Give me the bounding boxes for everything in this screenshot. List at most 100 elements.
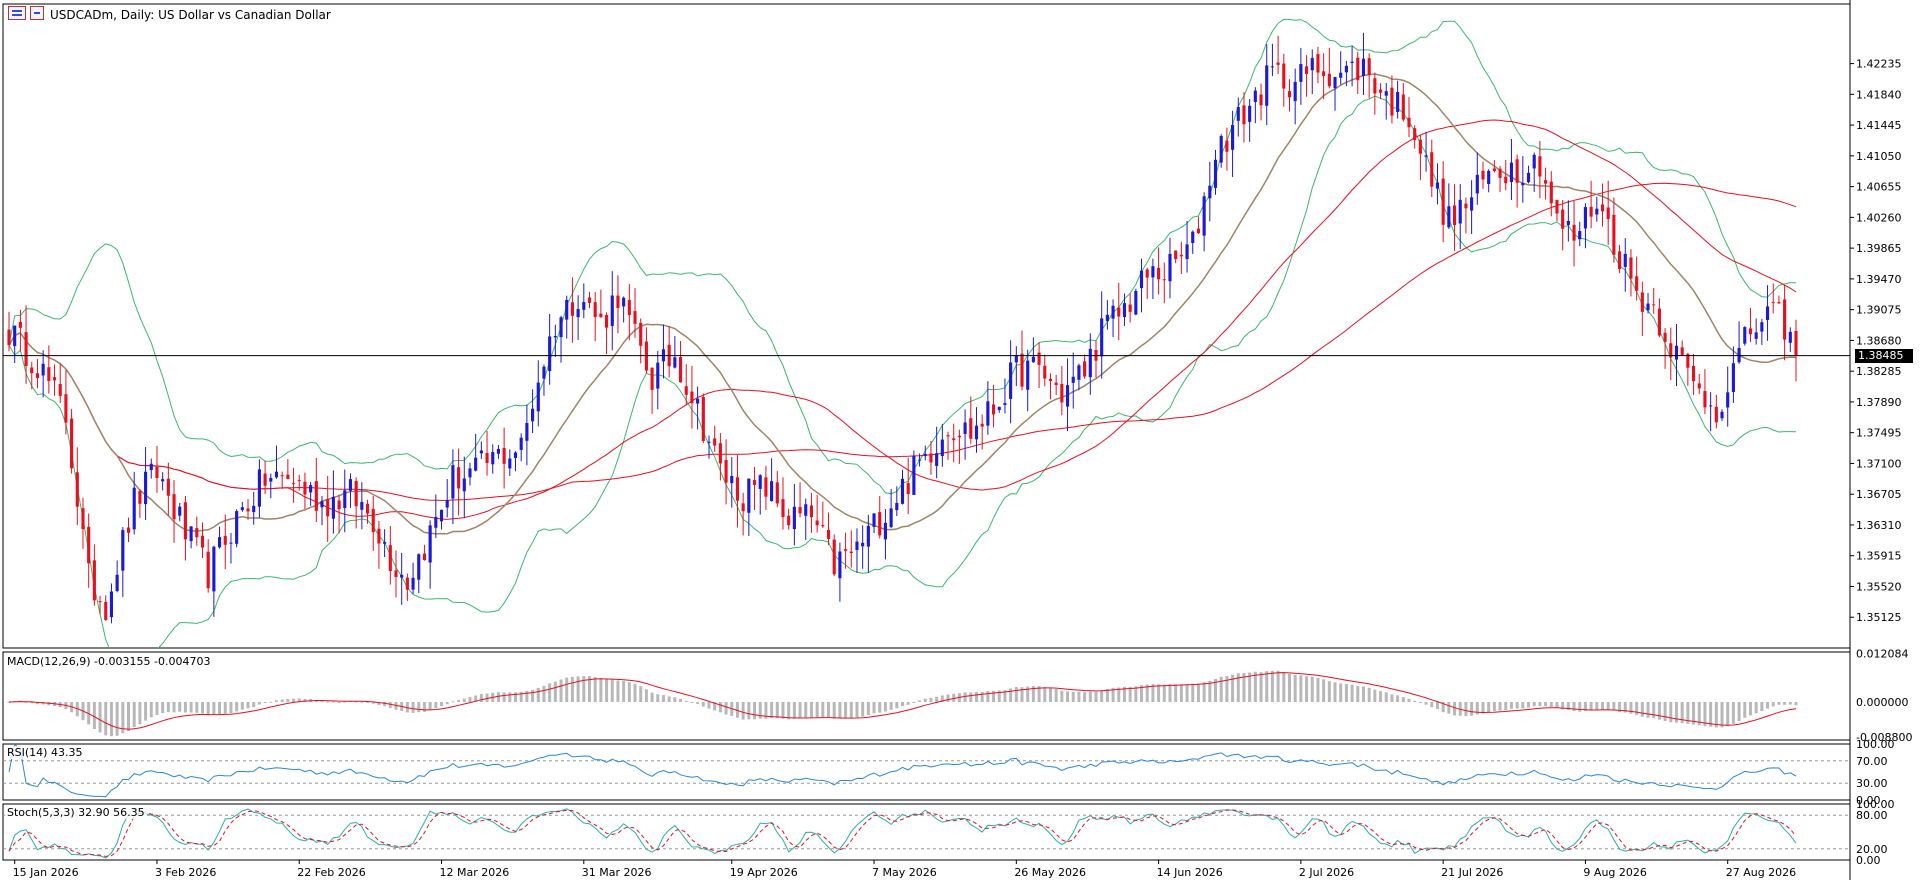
candle-body[interactable] xyxy=(656,362,660,389)
candle-body[interactable] xyxy=(770,481,774,502)
candle-body[interactable] xyxy=(1083,361,1087,377)
candle-body[interactable] xyxy=(844,549,848,551)
candle-body[interactable] xyxy=(1794,330,1798,356)
candle-body[interactable] xyxy=(974,425,979,440)
candle-body[interactable] xyxy=(861,542,865,547)
candle-body[interactable] xyxy=(422,553,427,561)
candle-body[interactable] xyxy=(354,480,358,507)
candle-body[interactable] xyxy=(161,479,165,482)
candle-body[interactable] xyxy=(798,506,802,514)
candle-body[interactable] xyxy=(343,490,347,508)
candle-body[interactable] xyxy=(195,528,199,538)
candle-body[interactable] xyxy=(815,520,819,526)
candle-body[interactable] xyxy=(1447,206,1451,228)
candle-body[interactable] xyxy=(604,314,609,328)
candle-body[interactable] xyxy=(1139,270,1144,289)
candle-body[interactable] xyxy=(952,438,956,441)
candle-body[interactable] xyxy=(542,366,546,379)
candle-body[interactable] xyxy=(1225,140,1229,152)
candle-body[interactable] xyxy=(849,551,853,553)
candle-body[interactable] xyxy=(741,503,745,512)
chart-menu-icon[interactable] xyxy=(8,6,26,20)
candle-body[interactable] xyxy=(1378,89,1383,93)
candle-body[interactable] xyxy=(878,512,882,536)
candle-body[interactable] xyxy=(1697,383,1701,389)
candle-body[interactable] xyxy=(832,539,836,575)
candle-body[interactable] xyxy=(1390,87,1394,116)
candle-body[interactable] xyxy=(172,494,176,520)
candle-body[interactable] xyxy=(1640,292,1644,312)
candle-body[interactable] xyxy=(1731,363,1735,392)
candle-body[interactable] xyxy=(1316,54,1320,73)
candle-body[interactable] xyxy=(1060,383,1064,403)
candle-body[interactable] xyxy=(957,435,961,438)
candle-body[interactable] xyxy=(752,480,757,485)
candle-body[interactable] xyxy=(1600,204,1605,212)
candle-body[interactable] xyxy=(735,477,740,501)
candle-body[interactable] xyxy=(610,295,614,326)
candle-body[interactable] xyxy=(1020,353,1024,387)
candle-body[interactable] xyxy=(991,404,996,415)
candle-body[interactable] xyxy=(747,478,751,513)
candle-body[interactable] xyxy=(1174,250,1178,260)
candle-body[interactable] xyxy=(41,363,45,376)
candle-body[interactable] xyxy=(872,513,876,527)
candle-body[interactable] xyxy=(531,408,535,422)
candle-body[interactable] xyxy=(1452,205,1457,226)
candle-body[interactable] xyxy=(1424,155,1428,157)
candle-body[interactable] xyxy=(479,450,483,454)
candle-body[interactable] xyxy=(1179,254,1183,257)
candle-body[interactable] xyxy=(1549,181,1553,204)
candle-body[interactable] xyxy=(1743,327,1747,344)
stoch-panel[interactable] xyxy=(3,808,1850,859)
candle-body[interactable] xyxy=(303,481,307,495)
candle-body[interactable] xyxy=(439,509,444,522)
candle-body[interactable] xyxy=(1134,290,1138,315)
candle-body[interactable] xyxy=(826,529,831,539)
candle-body[interactable] xyxy=(1430,152,1434,187)
candle-body[interactable] xyxy=(320,501,324,508)
candle-body[interactable] xyxy=(1595,208,1599,215)
candle-body[interactable] xyxy=(690,391,694,404)
candle-body[interactable] xyxy=(963,422,967,434)
candle-body[interactable] xyxy=(513,452,518,459)
candle-body[interactable] xyxy=(166,478,170,496)
candle-body[interactable] xyxy=(855,541,859,550)
candle-body[interactable] xyxy=(383,542,387,544)
candle-body[interactable] xyxy=(405,577,409,590)
candle-body[interactable] xyxy=(326,499,330,517)
candle-body[interactable] xyxy=(35,373,40,378)
candle-body[interactable] xyxy=(1526,172,1531,183)
candle-body[interactable] xyxy=(1373,78,1377,94)
candle-body[interactable] xyxy=(52,377,57,381)
candle-body[interactable] xyxy=(1356,57,1360,81)
candle-body[interactable] xyxy=(1065,385,1070,407)
candle-body[interactable] xyxy=(7,329,11,346)
candle-body[interactable] xyxy=(1589,206,1593,217)
candle-body[interactable] xyxy=(496,448,500,454)
candle-body[interactable] xyxy=(1492,168,1496,172)
candle-body[interactable] xyxy=(286,474,290,480)
candle-body[interactable] xyxy=(30,367,34,374)
candle-body[interactable] xyxy=(1014,355,1018,363)
candle-body[interactable] xyxy=(297,480,301,482)
candle-body[interactable] xyxy=(47,367,51,382)
candle-body[interactable] xyxy=(81,508,85,530)
candle-body[interactable] xyxy=(1691,365,1696,382)
candle-body[interactable] xyxy=(1413,128,1417,141)
candle-body[interactable] xyxy=(1470,197,1474,211)
candle-body[interactable] xyxy=(1071,376,1075,383)
candle-body[interactable] xyxy=(360,501,364,510)
candle-body[interactable] xyxy=(1504,176,1508,184)
candle-body[interactable] xyxy=(121,530,125,571)
candle-body[interactable] xyxy=(684,386,688,395)
candle-body[interactable] xyxy=(673,357,677,368)
candle-body[interactable] xyxy=(1396,92,1400,112)
candle-body[interactable] xyxy=(1236,107,1240,121)
candle-body[interactable] xyxy=(1276,62,1280,65)
candle-body[interactable] xyxy=(565,299,569,320)
candle-body[interactable] xyxy=(468,468,472,478)
candle-body[interactable] xyxy=(394,570,398,577)
candle-body[interactable] xyxy=(1783,299,1787,340)
candle-body[interactable] xyxy=(1282,63,1286,89)
